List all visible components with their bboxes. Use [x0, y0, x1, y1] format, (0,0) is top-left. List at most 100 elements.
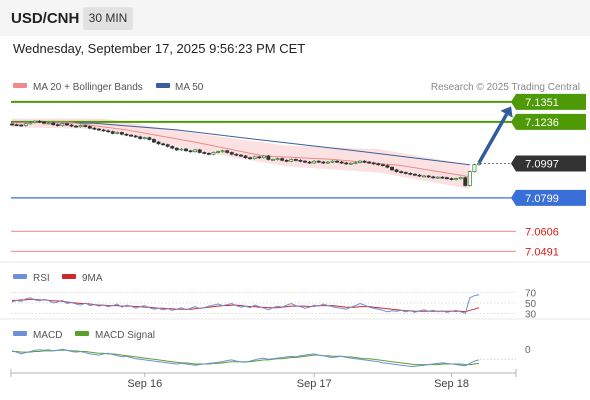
candle-body	[449, 178, 454, 180]
candle-body	[151, 139, 156, 143]
ma20-line	[11, 121, 470, 178]
macd-panel: MACD MACD Signal 0	[0, 318, 590, 367]
candle-body	[87, 126, 92, 129]
candle-body	[51, 122, 56, 126]
candle-body	[197, 149, 202, 153]
candle-body	[348, 162, 353, 165]
candle-body	[440, 176, 445, 179]
candle-body	[170, 146, 175, 149]
candles	[10, 120, 481, 187]
candle-body	[106, 130, 111, 133]
candle-body	[252, 156, 257, 159]
level-tag-7-0799	[511, 189, 586, 206]
candle-body	[289, 159, 294, 162]
candle-body	[216, 151, 220, 153]
legend-label-9ma: 9MA	[82, 273, 103, 284]
candle-body	[238, 154, 243, 157]
forecast-arrow-shaft	[477, 113, 509, 164]
candle-body	[248, 157, 253, 160]
candle-body	[28, 122, 33, 125]
level-label-7-1351: 7.1351	[525, 97, 559, 109]
level-label-7-0799: 7.0799	[525, 193, 559, 205]
candle-body	[115, 132, 120, 134]
rsi-tick-30: 30	[525, 309, 537, 320]
macd-guides: 0	[480, 345, 531, 360]
legend-label-ma50: MA 50	[175, 82, 204, 93]
candle-body	[138, 136, 143, 139]
candle-body	[307, 161, 312, 164]
legend-label-ma20: MA 20 + Bollinger Bands	[33, 82, 143, 93]
candle-body	[280, 158, 285, 161]
candle-body	[14, 124, 19, 127]
candle-body	[133, 135, 138, 138]
legend-swatch-macd	[13, 331, 27, 336]
candle-body	[206, 153, 211, 155]
candle-body	[101, 129, 106, 132]
candle-body	[390, 166, 394, 171]
candle-body	[55, 124, 60, 127]
candle-body	[60, 123, 65, 126]
candle-body	[362, 160, 367, 163]
time-axis: Sep 16 Sep 17 Sep 18	[10, 369, 517, 390]
candle-body	[445, 177, 449, 180]
candle-body	[316, 160, 321, 163]
candle-body	[435, 176, 440, 179]
candle-body	[69, 124, 74, 127]
candle-body	[412, 173, 417, 176]
candle-body	[142, 137, 147, 140]
candle-body	[477, 163, 481, 166]
candle-body	[431, 176, 436, 179]
candle-body	[97, 128, 101, 131]
candle-body	[78, 125, 83, 128]
candle-body	[367, 161, 372, 164]
candle-body	[179, 148, 184, 151]
candle-body	[380, 164, 385, 167]
macd-line	[11, 348, 480, 367]
time-tick-label: Sep 18	[434, 378, 469, 390]
candle-body	[371, 162, 376, 165]
candle-body	[261, 155, 266, 159]
candle-body	[463, 177, 468, 186]
candle-body	[399, 171, 404, 173]
candle-body	[293, 159, 298, 161]
candle-body	[394, 169, 399, 172]
timeframe-button[interactable]: 30 MIN	[83, 7, 133, 30]
candle-body	[353, 162, 358, 164]
candle-body	[193, 149, 198, 152]
copyright-text: Research © 2025 Trading Central	[431, 82, 580, 93]
candle-body	[46, 122, 51, 125]
candle-body	[275, 158, 280, 160]
candle-body	[426, 175, 431, 178]
candle-body	[257, 156, 262, 159]
candle-body	[147, 137, 152, 140]
candle-body	[19, 124, 24, 127]
candle-body	[83, 125, 88, 127]
legend-swatch-rsi	[13, 274, 27, 279]
level-label-7-0606: 7.0606	[525, 226, 559, 238]
candle-body	[321, 161, 326, 164]
candle-body	[64, 123, 69, 126]
candle-body	[422, 175, 427, 178]
price-panel: MA 20 + Bollinger Bands MA 50 Research ©…	[10, 82, 586, 258]
candle-body	[124, 133, 129, 136]
level-label-7-0997: 7.0997	[525, 158, 559, 170]
candle-body	[403, 172, 408, 174]
candle-body	[458, 177, 463, 180]
symbol-title: USD/CNH	[11, 10, 80, 27]
level-label-7-1236: 7.1236	[525, 117, 559, 129]
candle-body	[23, 123, 28, 126]
candle-body	[156, 141, 161, 145]
candle-body	[225, 150, 230, 153]
legend-label-macd-signal: MACD Signal	[95, 330, 155, 341]
macd-signal-line	[12, 349, 480, 366]
price-legend: MA 20 + Bollinger Bands MA 50 Research ©…	[13, 82, 580, 93]
candle-body	[37, 120, 42, 123]
candle-body	[184, 148, 188, 152]
candle-body	[220, 150, 225, 153]
candle-body	[303, 160, 307, 163]
candle-body	[110, 131, 115, 134]
legend-label-rsi: RSI	[33, 273, 50, 284]
candle-body	[417, 174, 422, 177]
